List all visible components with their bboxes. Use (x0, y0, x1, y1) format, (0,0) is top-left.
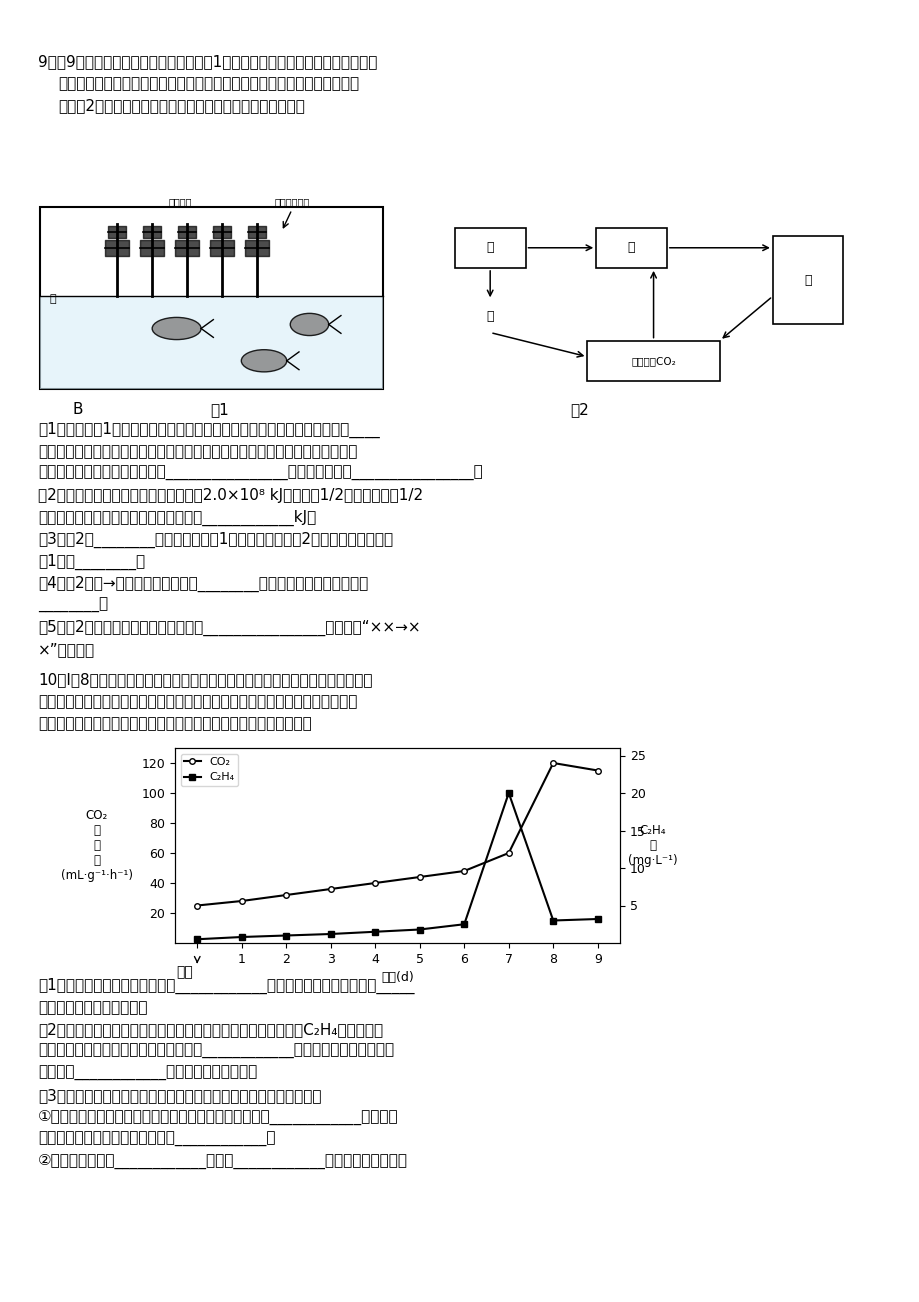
Text: （4）图2的甲→丁中碳的流动形式是________，乙和丙之间的关系分别为: （4）图2的甲→丁中碳的流动形式是________，乙和丙之间的关系分别为 (38, 575, 368, 592)
Ellipse shape (241, 350, 287, 372)
Text: ________。: ________。 (38, 598, 108, 613)
CO₂ (280, 887, 291, 902)
Text: 乙烯通过____________促进香蕉果实的成熟。: 乙烯通过____________促进香蕉果实的成熟。 (38, 1066, 257, 1081)
CO₂ (325, 881, 336, 897)
Text: （3）有人要验证上述推测，利用一种乙烯抑制剂设计了下面的实验：: （3）有人要验证上述推测，利用一种乙烯抑制剂设计了下面的实验： (38, 1088, 321, 1103)
Text: （3）图2中________对应的生物是图1中的藻类植物，图2中的丙对应的生物是: （3）图2中________对应的生物是图1中的藻类植物，图2中的丙对应的生物是 (38, 533, 392, 548)
Text: （2）若藻类植物所固定的太阳能总量为2.0×10⁸ kJ，藻类中1/2被水蚤捕食、1/2: （2）若藻类植物所固定的太阳能总量为2.0×10⁸ kJ，藻类中1/2被水蚤捕食… (38, 488, 423, 503)
Text: 淠粉逐渐转变成还原糖，果肉逐渐变软、甜度增加，果实逐渐成熟。: 淠粉逐渐转变成还原糖，果肉逐渐变软、甜度增加，果实逐渐成熟。 (38, 716, 312, 730)
Text: 甲: 甲 (627, 241, 634, 254)
Text: 9．（9分）某研究性学习小组设计了如图1所示的生态系统。水体中有藻类植物、: 9．（9分）某研究性学习小组设计了如图1所示的生态系统。水体中有藻类植物、 (38, 53, 377, 69)
Ellipse shape (152, 318, 201, 340)
Text: 图1中的________。: 图1中的________。 (38, 553, 145, 570)
Text: （1）检测香蕉中的还原性糖可用____________试剂，观察此实验结果中的_____: （1）检测香蕉中的还原性糖可用____________试剂，观察此实验结果中的_… (38, 978, 414, 995)
X-axis label: 天数(d): 天数(d) (380, 971, 414, 984)
Text: 10．Ⅰ（8分）香蕉是一种热带水果，成熟的果实不易保鲜、不耗贮藏。因此香蕉: 10．Ⅰ（8分）香蕉是一种热带水果，成熟的果实不易保鲜、不耗贮藏。因此香蕉 (38, 672, 372, 687)
Bar (454, 228, 525, 268)
C₂H₄ (369, 924, 380, 940)
Text: 乙: 乙 (486, 241, 494, 254)
Y-axis label: CO₂
释
放
量
(mL·g⁻¹·h⁻¹): CO₂ 释 放 量 (mL·g⁻¹·h⁻¹) (61, 809, 133, 881)
Ellipse shape (290, 314, 328, 336)
Bar (586, 341, 719, 381)
Text: 被鲤鱼捕食，则鲤鱼所获得的能量最少为____________kJ。: 被鲤鱼捕食，则鲤鱼所获得的能量最少为____________kJ。 (38, 510, 316, 526)
C₂H₄ (459, 917, 470, 932)
Text: 可以推测香蕉的成熟程度。: 可以推测香蕉的成熟程度。 (38, 1000, 147, 1016)
CO₂ (236, 893, 247, 909)
Text: 图1: 图1 (210, 402, 229, 417)
C₂H₄ (236, 930, 247, 945)
CO₂ (459, 863, 470, 879)
Bar (596, 228, 666, 268)
C₂H₄ (414, 922, 425, 937)
Text: 丁: 丁 (803, 273, 811, 286)
Bar (772, 236, 843, 324)
C₂H₄ (325, 926, 336, 941)
C₂H₄ (547, 913, 558, 928)
Text: 食。图2为该生态系统的碳循环部分过程示意图。据图分析：: 食。图2为该生态系统的碳循环部分过程示意图。据图分析： (58, 98, 304, 113)
Line: C₂H₄: C₂H₄ (194, 790, 600, 943)
CO₂ (191, 897, 202, 913)
Line: CO₂: CO₂ (194, 760, 600, 909)
Y-axis label: C₂H₄
量
(mg·L⁻¹): C₂H₄ 量 (mg·L⁻¹) (627, 824, 676, 867)
Text: （1）要维持图1所示生态系统的正常运行，一定要将装置放在适宜温度和有____: （1）要维持图1所示生态系统的正常运行，一定要将装置放在适宜温度和有____ (38, 422, 380, 439)
Text: 平，说明该生态系统具有一定的________________能力，其基础是________________。: 平，说明该生态系统具有一定的________________能力，其基础是___… (38, 466, 482, 480)
Text: ②检测两组香蕉的____________，如果____________，则支持上述推测。: ②检测两组香蕉的____________，如果____________，则支持上… (38, 1154, 407, 1169)
Text: ×”表示）。: ×”表示）。 (38, 642, 95, 658)
Text: （5）图2中漏画了一个筭头，该筭头是________________（用格式“××→×: （5）图2中漏画了一个筭头，该筭头是________________（用格式“×… (38, 620, 420, 637)
Text: 化。采摘后的香蕉，其细胞呼吸速率在第____________天达到最大。据图推测，: 化。采摘后的香蕉，其细胞呼吸速率在第____________天达到最大。据图推测… (38, 1044, 393, 1059)
Legend: CO₂, C₂H₄: CO₂, C₂H₄ (180, 754, 238, 786)
Text: 一般在未成熟时采摘，此时果皮青绳、果肉硬实、甜度小。随放置时间的延长，: 一般在未成熟时采摘，此时果皮青绳、果肉硬实、甜度小。随放置时间的延长， (38, 694, 357, 710)
CO₂ (414, 870, 425, 885)
Text: B: B (72, 402, 83, 417)
Text: （2）如图是采摘后的香蕉在果实成熟过程中，呼吸速率和乙烯（C₂H₄）含量的变: （2）如图是采摘后的香蕉在果实成熟过程中，呼吸速率和乙烯（C₂H₄）含量的变 (38, 1022, 382, 1036)
Text: 采摘: 采摘 (176, 965, 193, 979)
C₂H₄ (191, 931, 202, 947)
CO₂ (369, 875, 380, 891)
Text: 的地方。某种因素使得生产者短时间内大量减少，但一段时间后又恢复到原有水: 的地方。某种因素使得生产者短时间内大量减少，但一段时间后又恢复到原有水 (38, 444, 357, 460)
CO₂ (592, 763, 603, 779)
CO₂ (503, 845, 514, 861)
Text: 丙: 丙 (486, 310, 494, 323)
C₂H₄ (503, 785, 514, 801)
Text: 藻类植物: 藻类植物 (168, 198, 192, 207)
Text: ①将采摘后的香蕉均分为两组，实验组需要在采摘后的第____________天之前用: ①将采摘后的香蕉均分为两组，实验组需要在采摘后的第____________天之前… (38, 1111, 398, 1125)
C₂H₄ (280, 928, 291, 944)
Text: 环境中的CO₂: 环境中的CO₂ (630, 355, 675, 366)
Text: 适当泵入空气: 适当泵入空气 (274, 198, 310, 207)
Text: 水蚤、鲤鱼、腐生细菌等。水蚤以藻类植物为食，鲤鱼以水蚤和藻类植物为: 水蚤、鲤鱼、腐生细菌等。水蚤以藻类植物为食，鲤鱼以水蚤和藻类植物为 (58, 76, 358, 91)
CO₂ (547, 755, 558, 771)
Bar (40, 296, 382, 389)
C₂H₄ (592, 911, 603, 927)
Text: 图2: 图2 (570, 402, 588, 417)
Text: 乙烯抑制剂进行燗蒸处理，对照组____________。: 乙烯抑制剂进行燗蒸处理，对照组____________。 (38, 1131, 275, 1147)
Text: 网: 网 (49, 294, 56, 305)
